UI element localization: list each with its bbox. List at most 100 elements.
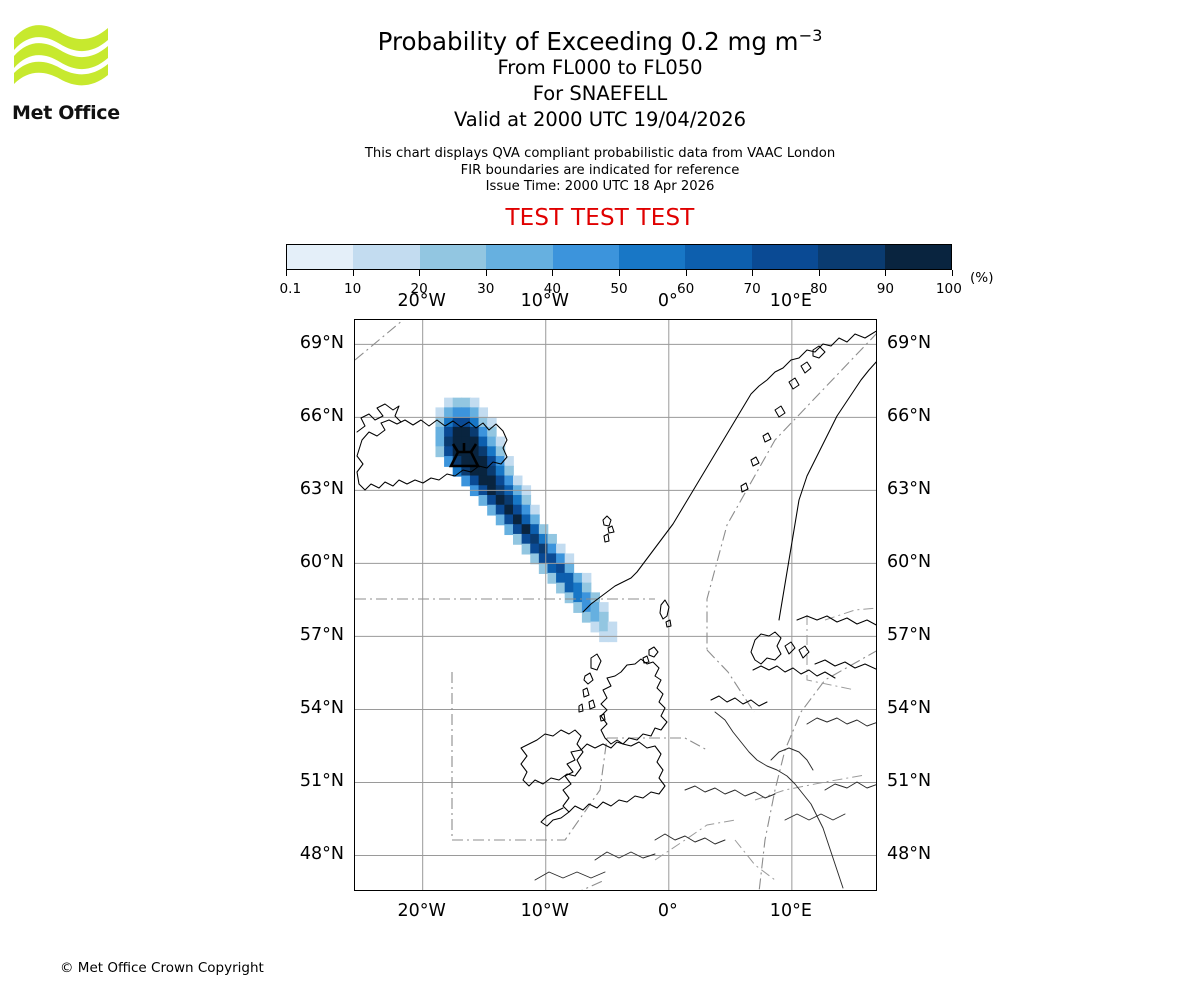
ash-cell <box>521 543 532 555</box>
ash-cell <box>487 465 497 477</box>
ash-cell <box>504 495 514 506</box>
valid-time-subtitle: Valid at 2000 UTC 19/04/2026 <box>453 107 747 131</box>
colorbar-label-40: 40 <box>543 281 562 297</box>
ash-cell <box>444 456 454 467</box>
ash-cell <box>547 563 557 574</box>
page-title-exponent: −3 <box>798 25 823 45</box>
colorbar-tick-0 <box>286 270 287 276</box>
colorbar-label-70: 70 <box>743 281 761 297</box>
ash-cell <box>435 407 445 419</box>
ash-cell <box>530 504 540 516</box>
colorbar-tick-4 <box>552 270 554 276</box>
lat-label-right-63°N: 63°N <box>887 479 932 500</box>
ash-cell <box>581 611 592 623</box>
ash-cell <box>530 524 540 536</box>
colorbar-tick-9 <box>885 270 887 276</box>
ash-cell <box>469 397 480 409</box>
fir-boundaries-continental <box>653 607 876 890</box>
ash-cell <box>444 397 454 409</box>
ash-cell <box>478 436 489 448</box>
colorbar-swatch-6 <box>685 245 752 269</box>
lat-label-right-48°N: 48°N <box>887 844 932 865</box>
ash-cell <box>487 417 497 428</box>
ash-cell <box>547 533 557 545</box>
ash-cell <box>590 611 600 623</box>
lat-label-left-69°N: 69°N <box>299 333 344 354</box>
lat-label-right-54°N: 54°N <box>887 698 932 719</box>
colorbar-swatch-1 <box>353 245 420 269</box>
forecast-map <box>354 319 877 891</box>
colorbar-tick-5 <box>619 270 620 276</box>
ash-cell <box>495 495 506 506</box>
flight-level-subtitle: From FL000 to FL050 <box>497 56 703 80</box>
ash-cell <box>487 495 497 506</box>
ash-cell <box>444 446 454 458</box>
ash-cell <box>487 504 497 516</box>
ash-cell <box>487 446 497 458</box>
test-banner: TEST TEST TEST <box>505 205 695 232</box>
ash-cell <box>461 417 471 428</box>
ash-cell <box>538 563 549 574</box>
ash-cell <box>478 417 489 428</box>
ash-cell <box>495 504 506 516</box>
ash-cell <box>556 543 566 555</box>
colorbar-label-90: 90 <box>876 281 895 297</box>
map-canvas <box>355 320 876 890</box>
ash-cell <box>478 465 489 477</box>
ash-cell <box>469 475 480 487</box>
volcano-subtitle: For SNAEFELL <box>532 82 668 106</box>
ash-cell <box>452 456 463 467</box>
met-office-wordmark: Met Office <box>12 102 120 124</box>
description-line-2: FIR boundaries are indicated for referen… <box>460 162 740 178</box>
lat-label-left-48°N: 48°N <box>299 844 344 865</box>
ash-cell <box>504 504 514 516</box>
ash-cell <box>556 553 566 565</box>
ash-cell <box>469 465 480 477</box>
colorbar-tick-labels: 0.1 10 20 30 40 50 60 70 80 90 100 <box>280 281 962 299</box>
colorbar-tick-1 <box>352 270 354 276</box>
graticule-gridlines <box>355 320 876 890</box>
lat-label-left-60°N: 60°N <box>299 552 344 573</box>
colorbar-tick-6 <box>685 270 687 276</box>
lon-label-top-10°W: 10°W <box>520 291 569 311</box>
coastlines <box>356 330 876 889</box>
ash-cell <box>487 426 497 438</box>
colorbar-swatch-8 <box>818 245 885 269</box>
ash-cell <box>504 524 514 536</box>
ash-cell <box>556 572 566 584</box>
ash-cell <box>513 504 523 516</box>
ash-cell <box>452 407 463 419</box>
ash-cell <box>564 582 575 594</box>
ash-cell <box>573 582 583 594</box>
colorbar-label-80: 80 <box>810 281 828 297</box>
ash-cell <box>521 504 532 516</box>
ash-cell <box>452 426 463 438</box>
ash-cell <box>538 533 549 545</box>
ash-cell <box>452 417 463 428</box>
colorbar-label-20: 20 <box>410 281 428 297</box>
ash-cell <box>556 582 566 594</box>
ash-cell <box>530 543 540 555</box>
ash-cell <box>478 456 489 467</box>
colorbar-swatch-5 <box>619 245 686 269</box>
page-title: Probability of Exceeding 0.2 mg m−3 <box>0 25 1200 55</box>
ash-cell <box>581 602 592 613</box>
colorbar-label-100: 100 <box>935 281 962 297</box>
lat-label-left-66°N: 66°N <box>299 406 344 427</box>
ash-cell <box>478 475 489 487</box>
ash-cell <box>469 417 480 428</box>
ash-cell <box>487 475 497 487</box>
ash-cell <box>478 495 489 506</box>
ash-cell <box>581 582 592 594</box>
ash-cell <box>487 436 497 448</box>
ash-cell <box>513 533 523 545</box>
ash-cell <box>581 572 592 584</box>
ash-cell <box>461 397 471 409</box>
volcano-icon <box>448 443 481 468</box>
colorbar-tick-8 <box>818 270 820 276</box>
ash-cell <box>444 417 454 428</box>
lat-label-right-51°N: 51°N <box>887 771 932 792</box>
ash-cell <box>538 524 549 536</box>
colorbar-tick-7 <box>752 270 754 276</box>
ash-cell <box>573 602 583 613</box>
